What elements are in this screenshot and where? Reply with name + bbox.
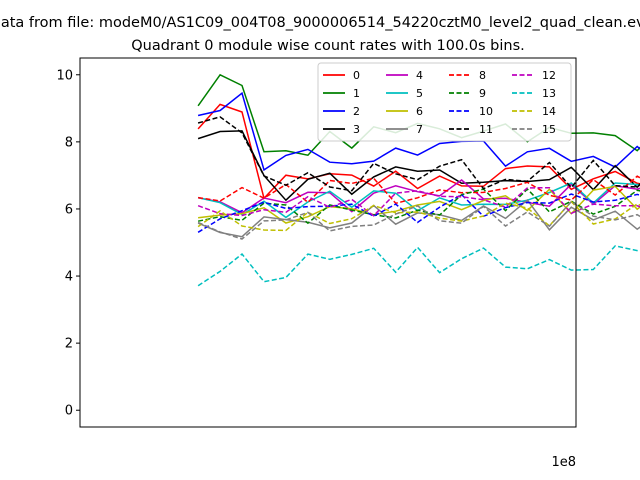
series-line-7 xyxy=(197,199,640,238)
series-line-14 xyxy=(197,200,640,232)
y-tick-label: 6 xyxy=(65,202,73,217)
legend-label-4: 4 xyxy=(416,69,423,82)
legend-label-7: 7 xyxy=(416,123,423,136)
legend-label-14: 14 xyxy=(542,105,556,118)
series-line-10 xyxy=(197,193,640,233)
y-axis: 0 2 4 6 8 10 xyxy=(56,68,80,419)
legend-label-6: 6 xyxy=(416,105,423,118)
series-line-15 xyxy=(197,200,640,240)
legend-label-15: 15 xyxy=(542,123,556,136)
y-tick-label: 10 xyxy=(56,68,73,83)
legend-label-3: 3 xyxy=(353,123,360,136)
legend-label-5: 5 xyxy=(416,87,423,100)
legend-box xyxy=(317,62,572,142)
legend-label-11: 11 xyxy=(479,123,493,136)
legend-label-0: 0 xyxy=(353,69,360,82)
series-line-6 xyxy=(198,185,640,224)
legend-label-10: 10 xyxy=(479,105,493,118)
y-tick-label: 0 xyxy=(65,404,73,419)
series-line-3 xyxy=(197,130,640,202)
y-tick-label: 2 xyxy=(65,337,73,352)
legend-label-12: 12 xyxy=(542,69,556,82)
legend-label-2: 2 xyxy=(353,105,360,118)
chart-suptitle: Data from file: modeM0/AS1C09_004T08_900… xyxy=(0,15,640,31)
legend-label-8: 8 xyxy=(479,69,486,82)
y-tick-label: 4 xyxy=(65,270,73,285)
series-line-12 xyxy=(197,186,640,217)
chart-title: Quadrant 0 module wise count rates with … xyxy=(131,38,525,54)
legend-label-9: 9 xyxy=(479,87,486,100)
x-axis: 4.973954.974004.974054.974104.97415 xyxy=(0,427,640,449)
legend-label-13: 13 xyxy=(542,87,556,100)
legend-label-1: 1 xyxy=(353,87,360,100)
x-offset-label: 1e8 xyxy=(551,455,576,470)
series-line-13 xyxy=(197,245,640,287)
y-tick-label: 8 xyxy=(65,135,73,150)
plot-frame xyxy=(79,57,577,428)
series-line-0 xyxy=(197,103,640,200)
